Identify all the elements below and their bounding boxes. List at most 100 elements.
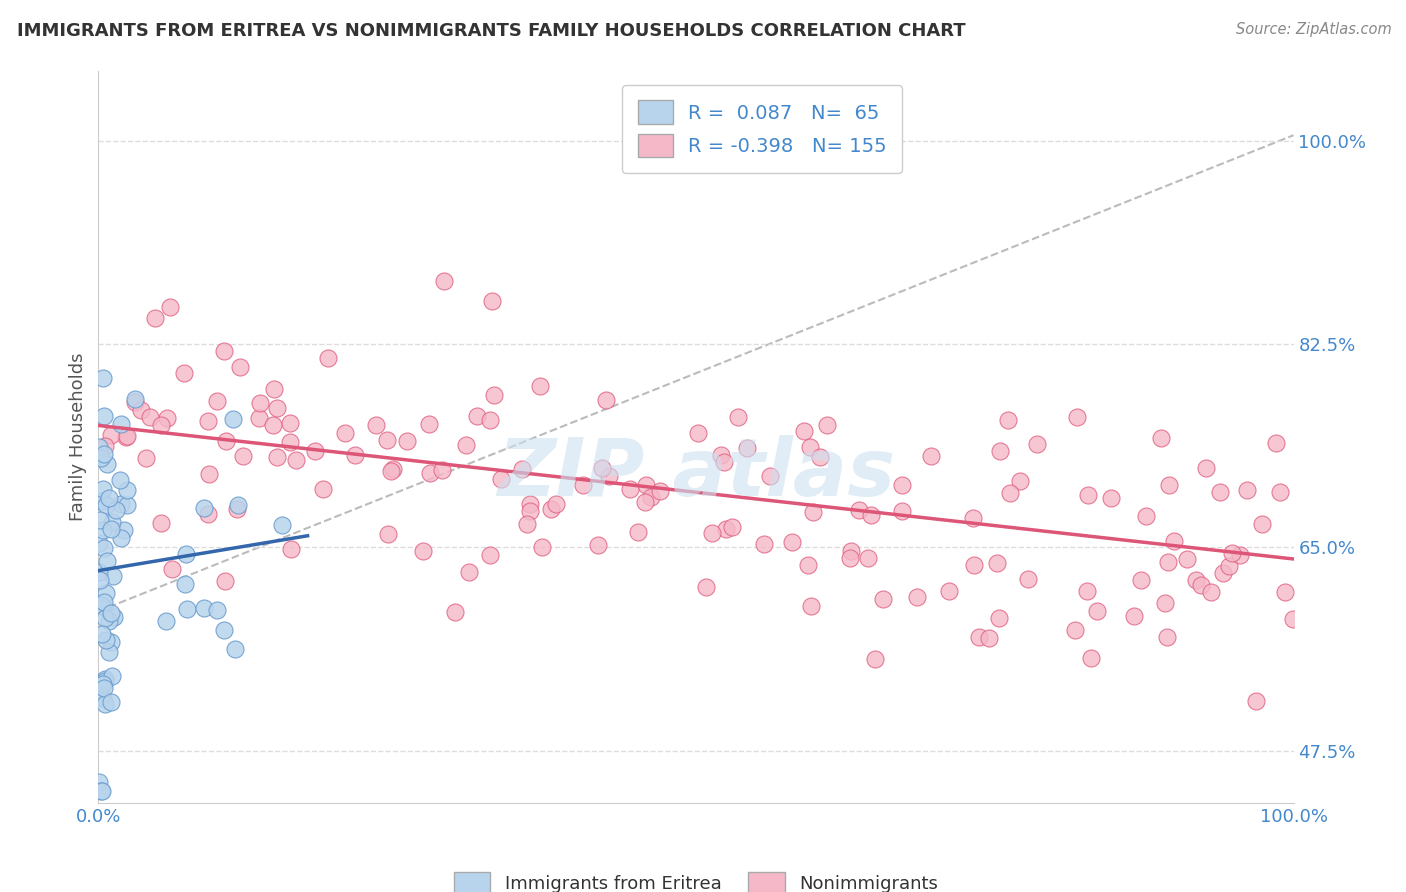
Point — [1066, 410, 1088, 425]
Point — [100, 522, 122, 536]
Point — [1063, 623, 1085, 637]
Point — [94, 498, 117, 512]
Point — [1080, 650, 1102, 665]
Point — [90, 689, 112, 703]
Point — [91, 371, 114, 385]
Point — [90, 627, 112, 641]
Point — [872, 591, 894, 606]
Text: Source: ZipAtlas.com: Source: ZipAtlas.com — [1236, 22, 1392, 37]
Point — [89, 566, 111, 580]
Point — [214, 574, 236, 588]
Point — [91, 784, 114, 798]
Point — [1189, 578, 1212, 592]
Point — [226, 498, 249, 512]
Point — [377, 527, 399, 541]
Legend: Immigrants from Eritrea, Nonimmigrants: Immigrants from Eritrea, Nonimmigrants — [446, 863, 946, 892]
Point — [800, 599, 823, 614]
Point — [143, 311, 166, 326]
Point — [1135, 508, 1157, 523]
Point — [1264, 436, 1286, 450]
Point — [155, 614, 177, 628]
Point — [478, 413, 501, 427]
Point — [381, 462, 404, 476]
Point — [304, 444, 326, 458]
Point — [197, 507, 219, 521]
Point — [595, 393, 617, 408]
Point — [98, 644, 121, 658]
Point — [375, 433, 398, 447]
Point — [987, 611, 1010, 625]
Point — [891, 478, 914, 492]
Point — [815, 417, 838, 432]
Point — [100, 695, 122, 709]
Point — [839, 551, 862, 566]
Point — [89, 573, 111, 587]
Point — [1281, 612, 1303, 626]
Point — [710, 448, 733, 462]
Point — [93, 409, 115, 424]
Point — [90, 598, 112, 612]
Point — [156, 411, 179, 425]
Point — [519, 497, 541, 511]
Point — [262, 418, 284, 433]
Point — [713, 455, 735, 469]
Point — [344, 448, 367, 462]
Point — [150, 516, 173, 530]
Point — [977, 631, 1000, 645]
Point — [626, 524, 648, 539]
Point — [94, 674, 117, 689]
Point — [636, 478, 658, 492]
Point — [484, 388, 506, 402]
Point — [1153, 596, 1175, 610]
Point — [905, 590, 928, 604]
Point — [700, 525, 723, 540]
Point — [634, 495, 657, 509]
Point — [176, 602, 198, 616]
Point — [458, 565, 481, 579]
Point — [1208, 484, 1230, 499]
Point — [224, 642, 246, 657]
Point — [212, 624, 235, 638]
Point — [93, 698, 115, 712]
Point — [1244, 694, 1267, 708]
Point — [249, 396, 271, 410]
Point — [727, 410, 749, 425]
Point — [1122, 609, 1144, 624]
Point — [803, 505, 825, 519]
Point — [1218, 559, 1240, 574]
Point — [90, 451, 112, 466]
Point — [173, 366, 195, 380]
Point — [1157, 478, 1180, 492]
Point — [108, 474, 131, 488]
Point — [174, 548, 197, 562]
Point — [101, 569, 124, 583]
Point — [515, 516, 537, 531]
Point — [591, 460, 613, 475]
Point — [758, 468, 780, 483]
Point — [988, 444, 1011, 458]
Point — [986, 557, 1008, 571]
Text: IMMIGRANTS FROM ERITREA VS NONIMMIGRANTS FAMILY HOUSEHOLDS CORRELATION CHART: IMMIGRANTS FROM ERITREA VS NONIMMIGRANTS… — [17, 22, 966, 40]
Point — [100, 428, 122, 442]
Point — [1157, 555, 1180, 569]
Point — [1163, 533, 1185, 548]
Point — [94, 585, 117, 599]
Point — [648, 484, 671, 499]
Point — [433, 274, 456, 288]
Point — [115, 428, 138, 442]
Point — [619, 483, 641, 497]
Y-axis label: Family Households: Family Households — [69, 353, 87, 521]
Point — [135, 450, 157, 465]
Point — [263, 382, 285, 396]
Point — [160, 562, 183, 576]
Point — [215, 434, 238, 448]
Point — [799, 440, 821, 454]
Point — [1085, 604, 1108, 618]
Point — [94, 672, 117, 686]
Point — [193, 601, 215, 615]
Point — [284, 453, 307, 467]
Point — [396, 434, 419, 448]
Point — [735, 442, 758, 456]
Point — [380, 464, 402, 478]
Point — [1175, 552, 1198, 566]
